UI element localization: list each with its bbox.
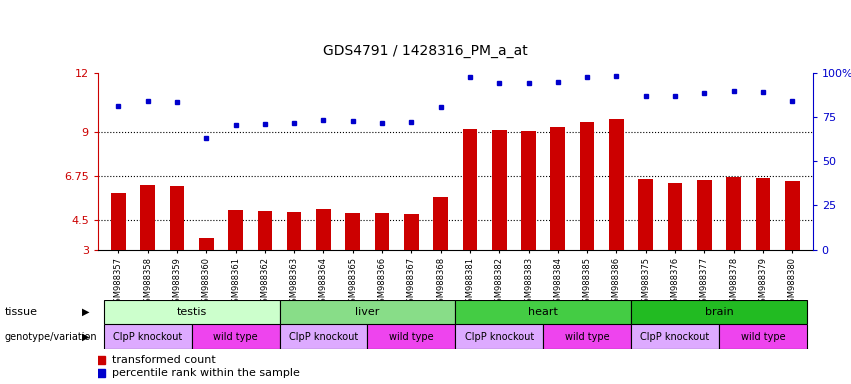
Bar xyxy=(492,130,506,250)
Bar xyxy=(368,324,455,349)
Text: liver: liver xyxy=(355,307,380,317)
Bar xyxy=(287,212,301,250)
Text: ClpP knockout: ClpP knockout xyxy=(113,332,182,342)
Text: testis: testis xyxy=(176,307,207,317)
Bar xyxy=(668,183,683,250)
Bar xyxy=(346,213,360,250)
Text: wild type: wild type xyxy=(214,332,258,342)
Text: ClpP knockout: ClpP knockout xyxy=(641,332,710,342)
Bar xyxy=(374,213,390,250)
Bar xyxy=(551,127,565,250)
Bar xyxy=(609,119,624,250)
Bar xyxy=(316,209,331,250)
Bar xyxy=(726,177,741,250)
Bar xyxy=(543,324,631,349)
Text: GDS4791 / 1428316_PM_a_at: GDS4791 / 1428316_PM_a_at xyxy=(323,44,528,58)
Bar xyxy=(697,180,711,250)
Text: ▶: ▶ xyxy=(82,307,89,317)
Bar xyxy=(756,178,770,250)
Bar xyxy=(279,300,455,324)
Bar xyxy=(111,193,126,250)
Bar xyxy=(455,300,631,324)
Text: ClpP knockout: ClpP knockout xyxy=(288,332,358,342)
Bar xyxy=(258,211,272,250)
Bar xyxy=(631,324,719,349)
Text: tissue: tissue xyxy=(4,307,37,317)
Text: heart: heart xyxy=(528,307,558,317)
Bar xyxy=(433,197,448,250)
Bar xyxy=(228,210,243,250)
Bar xyxy=(404,214,419,250)
Bar xyxy=(140,185,155,250)
Text: transformed count: transformed count xyxy=(112,355,216,365)
Text: wild type: wild type xyxy=(740,332,785,342)
Bar xyxy=(279,324,368,349)
Text: ▶: ▶ xyxy=(82,332,89,342)
Bar xyxy=(580,122,595,250)
Bar xyxy=(169,186,185,250)
Bar xyxy=(521,131,536,250)
Bar xyxy=(719,324,807,349)
Bar xyxy=(631,300,807,324)
Bar xyxy=(455,324,543,349)
Text: wild type: wild type xyxy=(389,332,434,342)
Text: percentile rank within the sample: percentile rank within the sample xyxy=(112,368,300,379)
Bar xyxy=(191,324,279,349)
Text: wild type: wild type xyxy=(565,332,609,342)
Bar xyxy=(785,181,800,250)
Text: ClpP knockout: ClpP knockout xyxy=(465,332,534,342)
Bar xyxy=(463,129,477,250)
Text: brain: brain xyxy=(705,307,734,317)
Bar xyxy=(104,324,191,349)
Bar xyxy=(104,300,279,324)
Bar xyxy=(638,179,653,250)
Text: genotype/variation: genotype/variation xyxy=(4,332,97,342)
Bar xyxy=(199,238,214,250)
